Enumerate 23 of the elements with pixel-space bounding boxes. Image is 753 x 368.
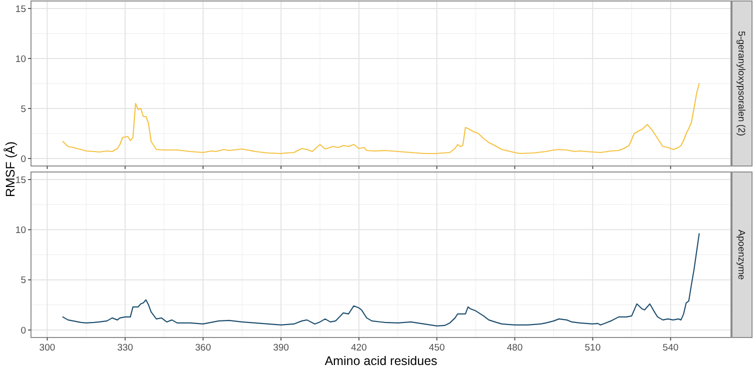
x-tick-label: 510 bbox=[584, 342, 601, 354]
y-tick-label: 10 bbox=[15, 54, 26, 65]
y-axis-title: RMSF (Å) bbox=[3, 141, 18, 198]
x-tick-label: 450 bbox=[428, 342, 445, 354]
line-series bbox=[62, 233, 700, 327]
y-tick-label: 15 bbox=[15, 4, 26, 15]
y-tick-label: 0 bbox=[20, 154, 26, 165]
x-tick-label: 480 bbox=[506, 342, 523, 354]
text: 5-geranyloxypsoralen (2) bbox=[736, 30, 747, 136]
x-axis-title: Amino acid residues bbox=[324, 354, 438, 368]
y-tick-label: 10 bbox=[15, 225, 26, 236]
text: Apoenzyme bbox=[736, 230, 747, 280]
line-series bbox=[62, 82, 700, 154]
x-tick-label: 540 bbox=[662, 342, 679, 354]
x-tick-label: 390 bbox=[273, 342, 289, 354]
x-tick-label: 360 bbox=[195, 342, 212, 354]
x-tick-label: 300 bbox=[39, 342, 56, 354]
y-tick-label: 0 bbox=[20, 325, 26, 336]
x-tick-label: 330 bbox=[117, 342, 134, 354]
y-tick-label: 5 bbox=[20, 104, 26, 115]
y-tick-label: 5 bbox=[20, 275, 26, 286]
y-tick-label: 15 bbox=[15, 174, 26, 186]
x-tick-label: 420 bbox=[350, 342, 367, 354]
